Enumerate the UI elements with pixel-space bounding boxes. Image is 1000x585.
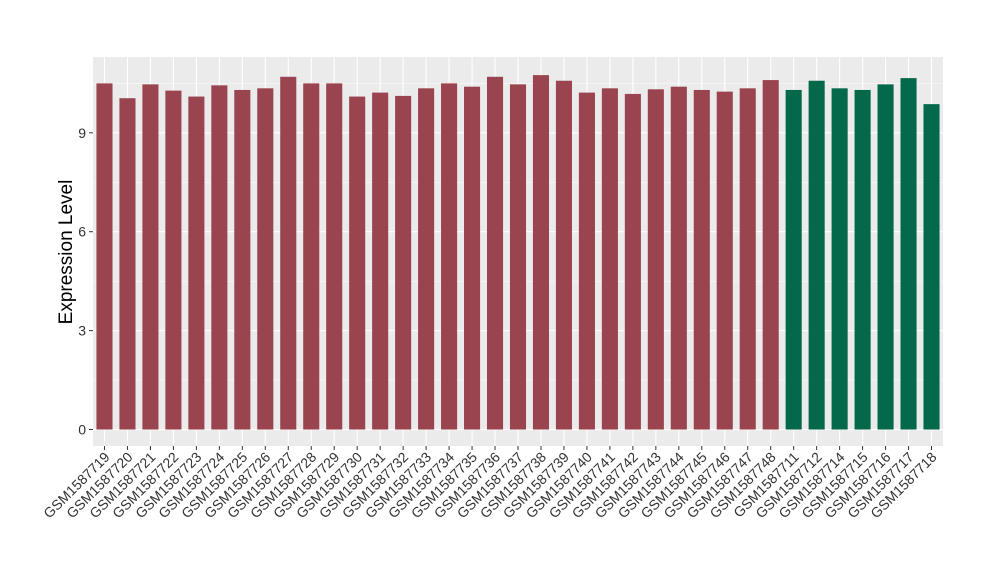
bar-GSM1587747 xyxy=(739,88,756,430)
bar-GSM1587711 xyxy=(785,89,802,430)
bar-GSM1587719 xyxy=(96,83,113,430)
bar-GSM1587748 xyxy=(762,80,779,430)
x-axis: GSM1587719GSM1587720GSM1587721GSM1587722… xyxy=(40,446,940,521)
bar-GSM1587734 xyxy=(441,83,458,430)
bar-GSM1587732 xyxy=(395,95,412,430)
bar-GSM1587718 xyxy=(923,104,940,430)
bar-GSM1587738 xyxy=(532,75,550,430)
bar-GSM1587726 xyxy=(257,88,274,430)
bar-GSM1587715 xyxy=(854,89,871,430)
y-tick-label: 0 xyxy=(78,422,86,438)
y-tick-label: 6 xyxy=(78,224,86,240)
bar-GSM1587721 xyxy=(142,84,159,430)
bar-GSM1587737 xyxy=(509,84,527,430)
bar-GSM1587745 xyxy=(693,89,710,430)
bar-GSM1587742 xyxy=(624,93,641,430)
bar-GSM1587743 xyxy=(647,89,664,430)
y-axis: 0 3 6 9 xyxy=(78,125,93,438)
bar-GSM1587717 xyxy=(900,78,917,430)
bar-GSM1587716 xyxy=(877,84,894,430)
bar-GSM1587722 xyxy=(165,90,182,430)
bar-GSM1587720 xyxy=(119,98,136,430)
y-tick-label: 3 xyxy=(78,323,86,339)
bar-GSM1587736 xyxy=(486,76,504,430)
bar-GSM1587730 xyxy=(349,96,366,430)
bar-GSM1587744 xyxy=(670,86,687,430)
bar-GSM1587727 xyxy=(280,76,297,430)
bar-GSM1587733 xyxy=(418,88,435,430)
bar-GSM1587740 xyxy=(578,92,595,430)
bar-GSM1587741 xyxy=(601,88,618,430)
bar-GSM1587729 xyxy=(326,83,343,430)
bars xyxy=(96,75,940,430)
bar-GSM1587728 xyxy=(303,83,320,430)
bar-GSM1587725 xyxy=(234,89,251,430)
y-tick-label: 9 xyxy=(78,125,86,141)
bar-GSM1587724 xyxy=(211,85,228,430)
bar-GSM1587731 xyxy=(372,92,389,430)
bar-GSM1587735 xyxy=(464,86,481,430)
bar-GSM1587712 xyxy=(808,80,825,430)
bar-GSM1587746 xyxy=(716,91,733,430)
bar-GSM1587714 xyxy=(831,88,848,430)
bar-GSM1587739 xyxy=(555,80,572,430)
bar-GSM1587723 xyxy=(188,96,205,430)
y-axis-label: Expression Level xyxy=(56,180,77,325)
